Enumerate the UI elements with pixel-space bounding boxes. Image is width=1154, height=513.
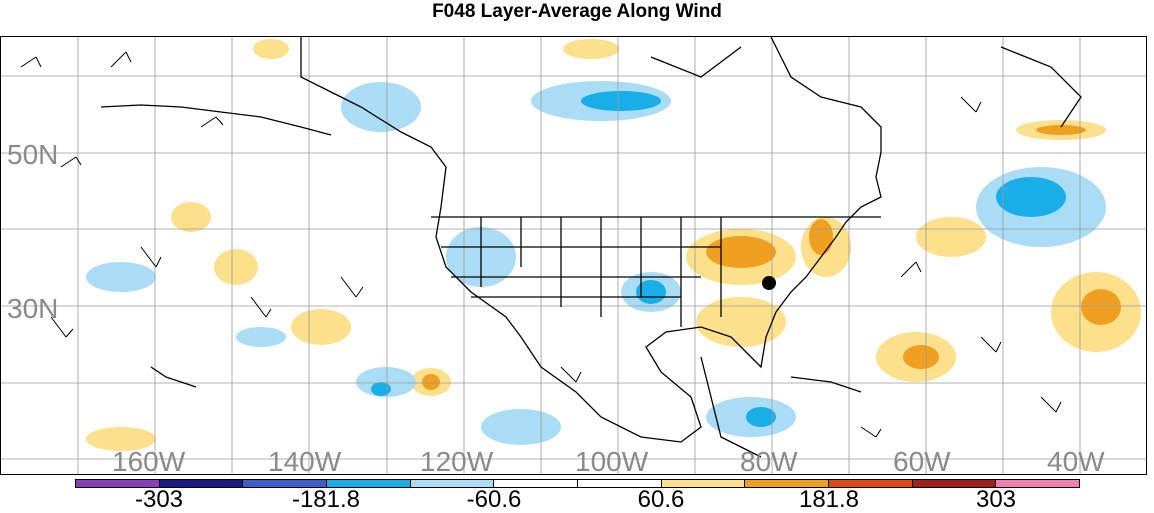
colorbar-swatch: [578, 480, 662, 487]
pos-anomaly-region: [903, 345, 939, 369]
colorbar-label: 303: [975, 486, 1017, 513]
map-panel: 50N 30N: [0, 36, 1147, 475]
pos-anomaly-region: [1036, 125, 1086, 135]
lon-label-160w: 160W: [112, 446, 186, 477]
colorbar-swatch: [76, 480, 160, 487]
lat-label-30n: 30N: [7, 293, 59, 324]
colorbar-swatch: [159, 480, 244, 487]
colorbar-swatch: [745, 480, 830, 487]
lon-label-80w: 80W: [740, 446, 798, 477]
lat-lon-grid: [1, 37, 1146, 474]
neg-anomaly-region: [86, 262, 156, 292]
colorbar: [75, 479, 1080, 488]
colorbar-swatch: [996, 480, 1080, 487]
neg-anomaly-region: [371, 382, 391, 396]
wind-barbs: [20, 51, 1062, 438]
map-canvas: [1, 37, 1146, 474]
station-marker: [762, 276, 776, 290]
anomaly-shading: [86, 39, 1141, 451]
map-title: F048 Layer-Average Along Wind: [432, 1, 722, 22]
lon-label-120w: 120W: [420, 446, 494, 477]
lon-label-140w: 140W: [268, 446, 342, 477]
coastlines: [100, 37, 1082, 458]
neg-anomaly-region: [356, 367, 416, 397]
lon-label-100w: 100W: [575, 446, 649, 477]
colorbar-swatch: [410, 480, 495, 487]
neg-anomaly-region: [996, 177, 1066, 217]
neg-anomaly-region: [746, 407, 776, 427]
lon-label-40w: 40W: [1047, 446, 1105, 477]
pos-anomaly-region: [809, 219, 833, 255]
pos-anomaly-region: [86, 427, 156, 451]
colorbar-swatch: [912, 480, 997, 487]
colorbar-label: -60.6: [466, 486, 522, 513]
colorbar-swatch: [661, 480, 746, 487]
pos-anomaly-region: [696, 297, 786, 347]
neg-anomaly-region: [236, 327, 286, 347]
colorbar-label: 60.6: [637, 486, 685, 513]
colorbar-label: 181.8: [798, 486, 860, 513]
pos-anomaly-region: [916, 217, 986, 257]
colorbar-swatch: [829, 480, 913, 487]
pos-anomaly-region: [563, 39, 619, 59]
pos-anomaly-region: [214, 249, 258, 285]
neg-anomaly-region: [581, 91, 661, 111]
pos-anomaly-region: [706, 236, 776, 268]
colorbar-label: -303: [134, 486, 184, 513]
colorbar-swatch: [494, 480, 579, 487]
neg-anomaly-region: [481, 409, 561, 445]
neg-anomaly-region: [341, 82, 421, 132]
pos-anomaly-region: [253, 39, 289, 59]
pos-anomaly-region: [291, 309, 351, 345]
pos-anomaly-region: [1081, 289, 1121, 325]
colorbar-label: -181.8: [291, 486, 361, 513]
lat-label-50n: 50N: [7, 139, 59, 170]
colorbar-swatch: [327, 480, 411, 487]
lon-label-60w: 60W: [893, 446, 951, 477]
pos-anomaly-region: [422, 374, 440, 390]
colorbar-swatch: [243, 480, 328, 487]
pos-anomaly-region: [171, 202, 211, 232]
neg-anomaly-region: [636, 280, 666, 304]
